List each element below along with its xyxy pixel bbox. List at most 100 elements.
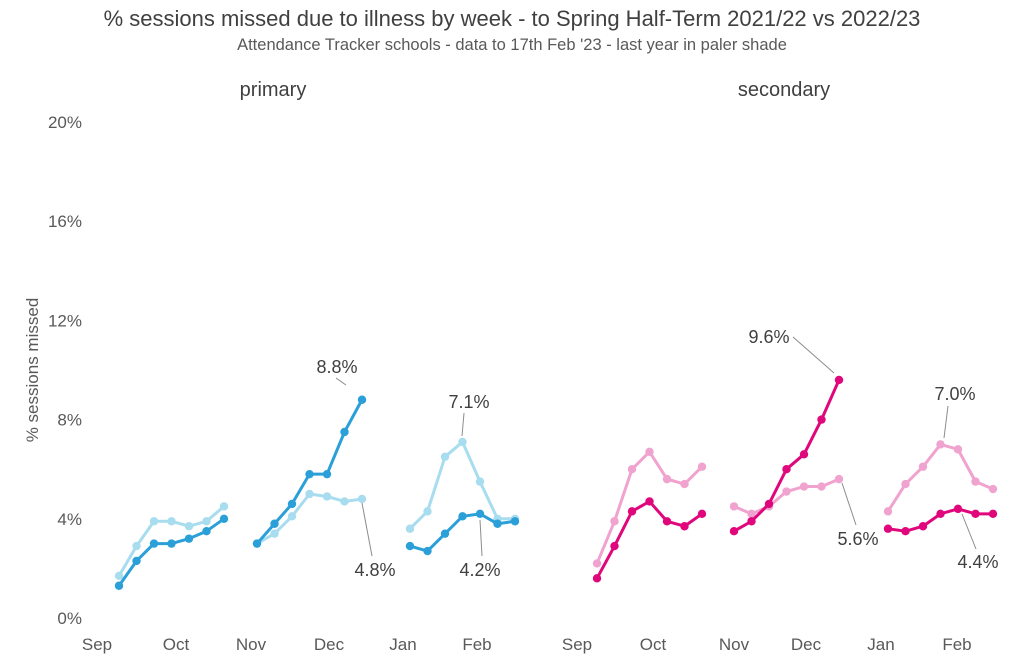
data-point: [305, 489, 314, 499]
data-point: [475, 477, 485, 486]
y-tick-label: 12%: [48, 311, 82, 330]
data-point: [167, 539, 176, 548]
data-point: [305, 469, 314, 479]
data-point: [184, 534, 194, 543]
data-point: [219, 514, 229, 523]
data-point: [114, 571, 124, 581]
data-point: [680, 522, 689, 531]
data-point: [440, 529, 450, 538]
annotation-leader-line: [479, 519, 483, 557]
data-point: [219, 502, 229, 511]
data-point: [423, 507, 432, 516]
data-point: [132, 541, 141, 551]
annotation-leader-line: [461, 412, 465, 437]
data-point: [747, 517, 756, 526]
data-point: [953, 504, 963, 514]
annotation-leader-line: [841, 482, 857, 526]
data-point: [799, 450, 809, 459]
data-point: [729, 502, 739, 511]
data-point: [322, 492, 332, 501]
data-point: [270, 529, 279, 538]
data-point: [592, 574, 602, 583]
data-point: [357, 395, 367, 404]
data-point: [340, 427, 349, 437]
data-point: [988, 484, 998, 494]
data-point: [340, 497, 349, 506]
data-point: [252, 539, 262, 548]
data-point: [458, 512, 467, 521]
x-tick-label: Dec: [791, 635, 822, 654]
data-point: [988, 509, 998, 519]
data-point: [149, 539, 159, 548]
data-point: [202, 527, 211, 536]
x-tick-label: Feb: [942, 635, 971, 654]
data-point: [953, 445, 963, 454]
y-tick-label: 0%: [57, 609, 82, 628]
data-point: [202, 517, 211, 526]
annotation-label: 4.2%: [459, 560, 500, 580]
data-point: [167, 517, 176, 526]
data-point: [697, 462, 707, 471]
data-point: [287, 499, 297, 509]
data-point: [971, 509, 980, 519]
data-point: [764, 499, 774, 509]
x-tick-label: Jan: [389, 635, 416, 654]
data-point: [662, 517, 672, 526]
data-point: [270, 519, 279, 528]
annotation-label: 7.1%: [448, 392, 489, 412]
data-point: [423, 546, 432, 556]
data-point: [645, 497, 654, 506]
annotation-leader-line: [943, 405, 949, 439]
data-point: [883, 524, 893, 533]
annotation-leader-line: [335, 377, 347, 386]
panel-title: secondary: [738, 79, 830, 101]
data-point: [901, 479, 910, 489]
annotation-leader-line: [961, 513, 977, 550]
data-point: [697, 509, 707, 519]
y-tick-label: 8%: [57, 411, 82, 430]
data-point: [834, 375, 844, 385]
y-axis-ticks: 0% 4% 8% 12% 16% 20%: [48, 113, 82, 628]
data-point: [680, 479, 689, 489]
data-point: [662, 474, 672, 484]
data-point: [817, 482, 826, 491]
data-point: [114, 581, 124, 590]
series-line-2022-23: [733, 379, 841, 533]
panel-secondary: secondary Sep Oct Nov Dec Jan Feb 9.6% 5.6% 7.0% 4…: [562, 79, 999, 654]
data-point: [405, 524, 415, 533]
x-tick-label: Nov: [719, 635, 750, 654]
data-point: [782, 465, 791, 474]
chart-title: % sessions missed due to illness by week…: [103, 6, 921, 31]
x-tick-label: Oct: [163, 635, 190, 654]
data-point: [610, 541, 619, 551]
data-point: [936, 440, 945, 449]
data-point: [918, 522, 928, 531]
data-point: [918, 462, 928, 471]
data-point: [747, 509, 756, 519]
data-point: [592, 559, 602, 568]
y-axis-label: % sessions missed: [23, 298, 42, 443]
data-point: [149, 517, 159, 526]
data-point: [287, 512, 297, 521]
x-tick-label: Sep: [562, 635, 592, 654]
annotation-label: 9.6%: [748, 327, 789, 347]
y-tick-label: 20%: [48, 113, 82, 132]
data-point: [817, 415, 826, 424]
annotation-label: 8.8%: [316, 357, 357, 377]
annotation-leader-line: [792, 336, 835, 374]
panel-title: primary: [240, 79, 307, 101]
data-point: [901, 527, 910, 536]
data-point: [645, 447, 654, 457]
x-tick-label: Nov: [236, 635, 267, 654]
x-tick-label: Sep: [82, 635, 112, 654]
data-point: [883, 507, 893, 516]
data-point: [799, 482, 809, 491]
data-point: [627, 465, 637, 474]
data-point: [971, 477, 980, 486]
x-tick-label: Oct: [640, 635, 667, 654]
x-tick-label: Jan: [867, 635, 894, 654]
data-point: [936, 509, 945, 519]
data-point: [322, 469, 332, 479]
data-point: [493, 519, 502, 528]
